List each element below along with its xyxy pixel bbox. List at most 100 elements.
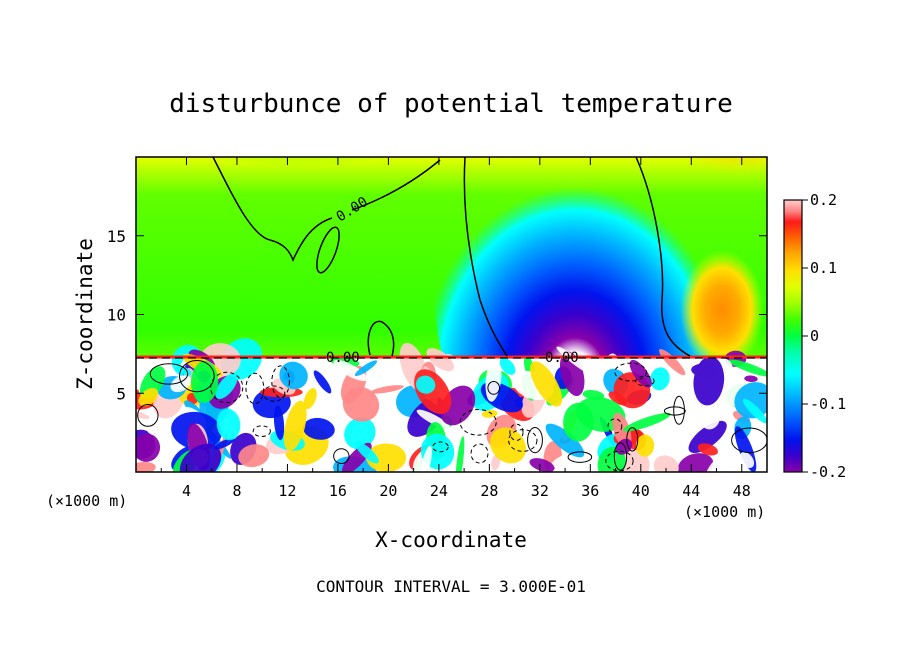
turbulence-blob <box>677 453 714 472</box>
lower-contour <box>252 425 271 438</box>
turbulence-blob <box>342 387 380 422</box>
y-tick-label: 10 <box>107 306 126 325</box>
turbulence-blob <box>416 409 451 430</box>
turbulence-blob <box>635 434 655 457</box>
turbulence-blob <box>215 373 238 399</box>
turbulence-blob <box>273 405 285 441</box>
lower-contour <box>179 359 215 393</box>
lower-contour <box>731 427 767 454</box>
turbulence-blob <box>742 398 767 424</box>
lower-contours <box>137 359 767 472</box>
x-tick-label: 8 <box>232 482 241 500</box>
lower-contour <box>613 442 628 471</box>
x-tick-label: 16 <box>329 482 347 500</box>
turbulence-blob <box>693 356 725 406</box>
lower-contour <box>262 385 286 402</box>
turbulence-blob <box>138 388 159 407</box>
x-tick-label: 32 <box>531 482 549 500</box>
turbulence-blob <box>556 346 595 376</box>
x-tick-label: 44 <box>682 482 700 500</box>
turbulence-blob <box>136 462 156 472</box>
z-unit-label: (×1000 m) <box>46 492 127 510</box>
colorbar-tick-label: -0.1 <box>810 395 846 413</box>
turbulence-blob <box>650 367 670 391</box>
lower-contour <box>607 418 623 434</box>
turbulence-blob <box>697 443 719 456</box>
y-tick-label: 15 <box>107 227 126 246</box>
lower-contour <box>149 363 189 385</box>
y-tick-label: 5 <box>116 384 126 403</box>
turbulence-blob <box>302 417 335 440</box>
lower-contour <box>605 450 634 472</box>
turbulence-blob <box>744 375 758 383</box>
colorbar-ticks: 0.2 0.1 0 -0.1 -0.2 <box>802 191 846 481</box>
x-tick-label: 40 <box>632 482 650 500</box>
turbulence-blob <box>146 420 161 435</box>
zero-contour-closed <box>316 226 340 274</box>
turbulence-blob <box>455 436 465 472</box>
zero-contour-small <box>367 320 395 357</box>
turbulence-blob <box>216 408 241 441</box>
x-tick-label: 24 <box>430 482 448 500</box>
contour-interval-note: CONTOUR INTERVAL = 3.000E-01 <box>316 577 586 596</box>
turbulence-blob <box>530 361 563 407</box>
turbulence-blob <box>420 445 432 472</box>
warm-anomaly <box>680 250 764 370</box>
lower-contour <box>673 395 685 425</box>
turbulence-blob <box>333 359 368 382</box>
zero-contour-right-of-cold <box>635 157 691 357</box>
turbulence-blob <box>728 359 767 377</box>
turbulence-blob <box>179 443 222 472</box>
turbulence-blob <box>366 443 407 472</box>
turbulence-blob <box>529 458 555 472</box>
turbulence-blob <box>279 361 308 390</box>
colorbar-tick-label: -0.2 <box>810 463 846 481</box>
turbulence-blob <box>705 455 727 472</box>
lower-contour <box>626 427 639 452</box>
turbulence-blob <box>238 444 270 468</box>
turbulence-blob <box>344 417 376 450</box>
turbulence-blob <box>653 455 679 472</box>
colorbar-tick-label: 0.2 <box>810 191 837 209</box>
colorbar-tick-label: 0.1 <box>810 259 837 277</box>
turbulence-blob <box>563 402 594 442</box>
lower-contour <box>527 427 543 454</box>
contour-label: 0.00 <box>545 350 579 366</box>
turbulence-blob <box>415 375 436 394</box>
lower-contour <box>470 443 489 464</box>
turbulence-blob <box>629 359 652 388</box>
lower-contour <box>663 406 686 416</box>
lower-contour <box>567 451 593 463</box>
lower-contour <box>245 372 265 405</box>
turbulence-blob <box>136 433 161 462</box>
turbulence-blob <box>283 400 307 451</box>
x-tick-label: 4 <box>182 482 191 500</box>
turbulence-blob <box>700 408 720 430</box>
cold-top-band <box>136 157 500 230</box>
turbulence-blob <box>608 391 628 406</box>
turbulence-blob <box>481 409 498 418</box>
turbulence-blob <box>489 427 527 464</box>
zero-contour-top <box>351 159 441 211</box>
turbulence-blob <box>355 441 379 464</box>
x-axis-label: X-coordinate <box>375 528 527 552</box>
contour-label: 0.00 <box>326 350 360 366</box>
x-tick-label: 28 <box>480 482 498 500</box>
colorbar <box>784 200 802 472</box>
lower-contour <box>487 380 501 395</box>
x-axis-ticks: 4 8 12 16 20 24 28 32 36 40 44 48 <box>160 157 751 500</box>
plot-field <box>136 157 767 472</box>
lower-contour <box>432 441 449 453</box>
turbulence-blob <box>739 451 755 468</box>
zero-contour-left-of-cold <box>463 157 508 357</box>
turbulence-blob <box>545 423 585 458</box>
turbulence-blob <box>499 357 516 375</box>
lower-contour <box>614 362 647 382</box>
turbulence-blob <box>313 370 332 394</box>
turbulence-blob <box>370 385 404 394</box>
x-tick-label: 36 <box>581 482 599 500</box>
turbulence-blob <box>426 348 455 372</box>
x-tick-label: 20 <box>379 482 397 500</box>
lower-contour <box>271 365 290 399</box>
